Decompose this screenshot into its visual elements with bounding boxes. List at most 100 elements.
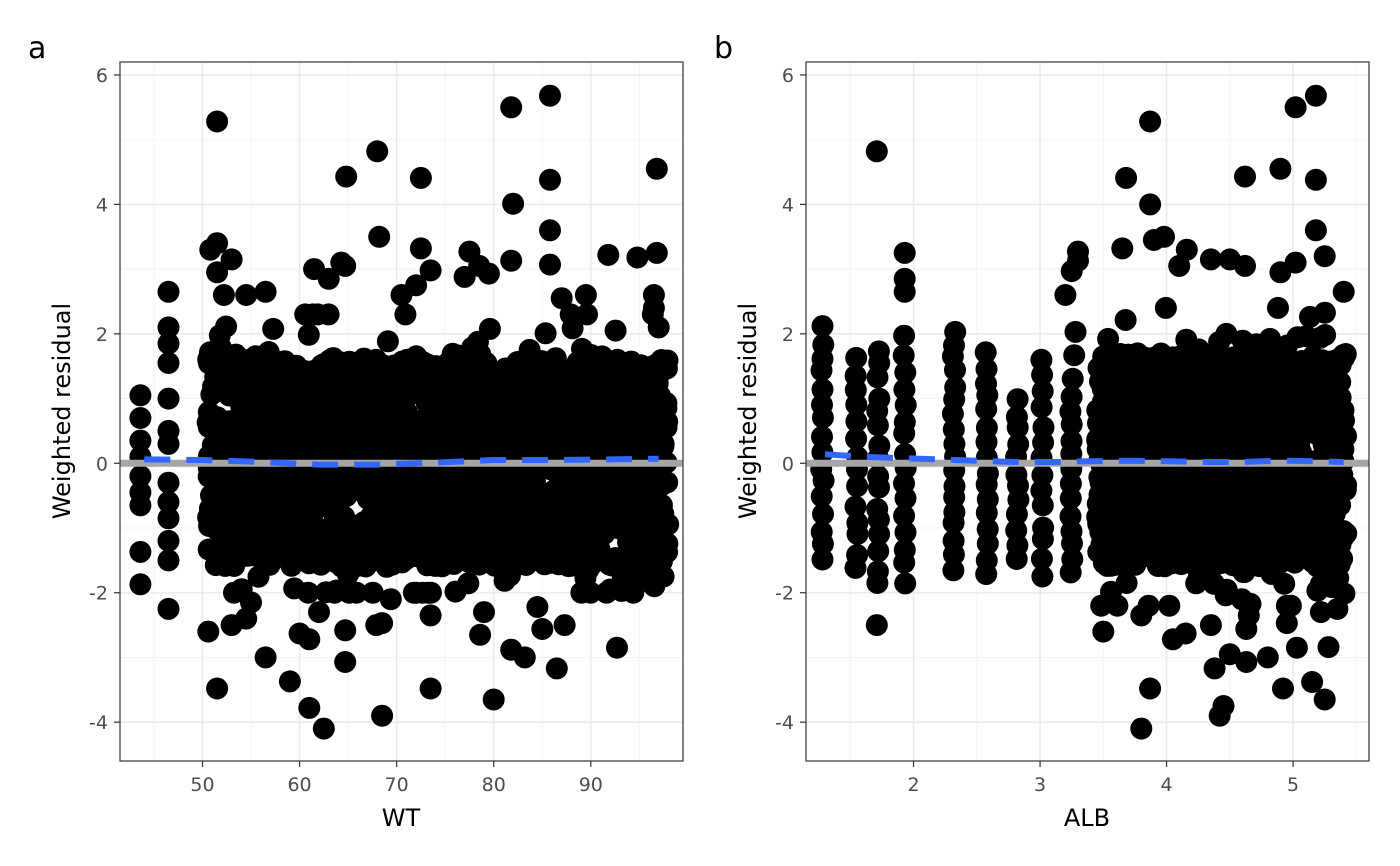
data-point bbox=[433, 496, 456, 519]
panel-b-x-axis-title: ALB bbox=[1064, 804, 1110, 832]
data-point bbox=[1106, 594, 1129, 617]
panel-b-y-axis-title: Weighted residual bbox=[734, 303, 762, 519]
data-point bbox=[846, 544, 869, 566]
data-point bbox=[401, 486, 424, 509]
data-point bbox=[500, 96, 523, 119]
data-point bbox=[1326, 597, 1349, 620]
data-point bbox=[1116, 432, 1139, 455]
data-point bbox=[432, 401, 455, 424]
data-point bbox=[204, 554, 227, 577]
data-point bbox=[893, 504, 916, 527]
data-point bbox=[1092, 620, 1115, 643]
panel-a-x-axis: 50 60 70 80 90 bbox=[190, 761, 603, 796]
data-point bbox=[893, 241, 916, 264]
data-point bbox=[470, 532, 493, 555]
data-point bbox=[1304, 219, 1327, 242]
data-point bbox=[1173, 466, 1196, 489]
data-point bbox=[651, 507, 674, 530]
data-point bbox=[157, 387, 180, 410]
data-point bbox=[1218, 508, 1241, 531]
data-point bbox=[220, 248, 243, 271]
data-point bbox=[811, 315, 834, 338]
data-point bbox=[382, 473, 405, 496]
data-point bbox=[503, 494, 526, 517]
data-point bbox=[471, 492, 494, 515]
data-point bbox=[1234, 254, 1256, 277]
data-point bbox=[209, 336, 232, 359]
data-point bbox=[1153, 225, 1175, 248]
data-point bbox=[1329, 438, 1352, 461]
data-point bbox=[448, 475, 471, 498]
data-point bbox=[371, 612, 394, 635]
data-point bbox=[1067, 240, 1089, 263]
data-point bbox=[606, 636, 628, 659]
data-point bbox=[157, 491, 180, 514]
data-point bbox=[559, 303, 582, 326]
data-point bbox=[278, 670, 301, 693]
data-point bbox=[298, 696, 321, 719]
data-point bbox=[196, 411, 219, 434]
data-point bbox=[1321, 485, 1344, 508]
data-point bbox=[230, 380, 253, 403]
data-point bbox=[1122, 520, 1145, 542]
data-point bbox=[531, 618, 554, 640]
data-point bbox=[1170, 553, 1193, 576]
data-point bbox=[518, 419, 541, 442]
x-tick-label: 70 bbox=[385, 774, 409, 796]
data-point bbox=[1005, 406, 1028, 428]
data-point bbox=[334, 619, 357, 642]
data-point bbox=[1168, 254, 1191, 277]
data-point bbox=[1317, 636, 1340, 659]
data-point bbox=[206, 261, 229, 284]
data-point bbox=[394, 303, 417, 326]
data-point bbox=[647, 316, 670, 339]
data-point bbox=[501, 414, 524, 437]
data-point bbox=[247, 409, 269, 431]
y-tick-label: 2 bbox=[782, 324, 794, 346]
data-point bbox=[1301, 671, 1324, 693]
data-point bbox=[1291, 543, 1313, 566]
data-point bbox=[382, 510, 405, 533]
data-point bbox=[217, 427, 240, 450]
data-point bbox=[468, 553, 491, 576]
data-point bbox=[317, 303, 340, 326]
data-point bbox=[866, 560, 889, 583]
x-tick-label: 3 bbox=[1034, 774, 1046, 796]
y-tick-label: 4 bbox=[782, 194, 794, 216]
data-point bbox=[1284, 251, 1307, 274]
data-point bbox=[1154, 296, 1177, 319]
data-point bbox=[1005, 463, 1028, 486]
data-point bbox=[1234, 165, 1256, 188]
data-point bbox=[1030, 547, 1053, 570]
data-point bbox=[129, 429, 152, 452]
data-point bbox=[249, 431, 272, 454]
data-point bbox=[1104, 546, 1127, 569]
data-point bbox=[1139, 110, 1162, 133]
data-point bbox=[1177, 533, 1200, 556]
data-point bbox=[1173, 418, 1196, 441]
data-point bbox=[355, 515, 377, 538]
data-point bbox=[1190, 374, 1213, 397]
data-point bbox=[621, 425, 644, 448]
data-point bbox=[307, 478, 330, 501]
data-point bbox=[129, 465, 152, 488]
data-point bbox=[129, 540, 152, 563]
data-point bbox=[604, 319, 627, 342]
data-point bbox=[297, 323, 320, 346]
data-point bbox=[157, 549, 180, 572]
data-point bbox=[579, 345, 602, 368]
data-point bbox=[1214, 584, 1237, 607]
data-point bbox=[1030, 396, 1053, 419]
data-point bbox=[157, 316, 180, 339]
data-point bbox=[1063, 344, 1086, 367]
data-point bbox=[478, 317, 501, 340]
data-point bbox=[565, 362, 588, 385]
data-point bbox=[534, 322, 557, 345]
data-point bbox=[129, 384, 152, 407]
data-point bbox=[602, 368, 625, 391]
data-point bbox=[1302, 528, 1325, 550]
data-point bbox=[209, 494, 232, 517]
data-point bbox=[539, 84, 561, 107]
panel-b-y-axis: -4 -2 0 2 4 6 bbox=[775, 65, 806, 734]
data-point bbox=[1253, 527, 1276, 550]
